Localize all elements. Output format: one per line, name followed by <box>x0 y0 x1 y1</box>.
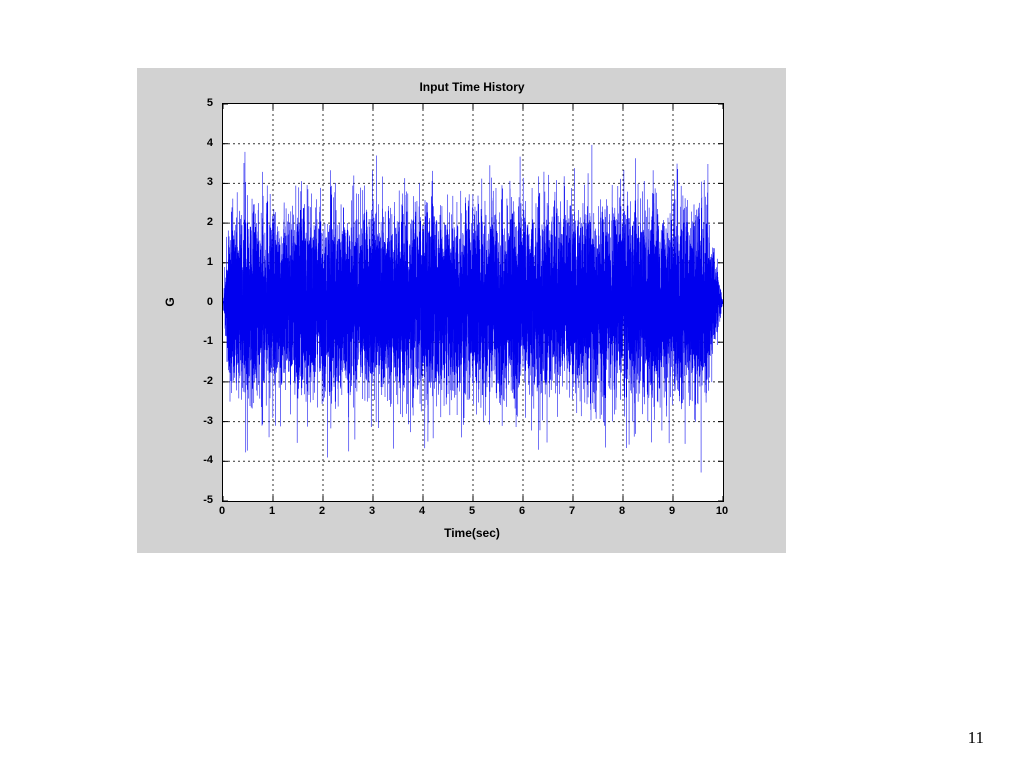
y-tick-label: -3 <box>203 414 213 427</box>
x-tick-label: 8 <box>618 505 626 517</box>
x-tick-label: 9 <box>668 505 676 517</box>
noise-trace <box>223 144 723 473</box>
y-tick-label: -2 <box>203 374 213 387</box>
x-tick-label: 1 <box>268 505 276 517</box>
y-tick-label: 4 <box>206 136 213 149</box>
x-tick-label: 2 <box>318 505 326 517</box>
y-tick-label: -1 <box>203 335 213 348</box>
y-tick-label: -5 <box>203 494 213 506</box>
x-tick-label: 5 <box>468 505 476 517</box>
x-tick-label: 10 <box>715 505 729 517</box>
x-tick-label: 6 <box>518 505 526 517</box>
x-axis-label: Time(sec) <box>444 526 500 540</box>
x-tick-label: 7 <box>568 505 576 517</box>
noise-waveform-svg <box>223 104 723 501</box>
x-tick-label: 0 <box>218 505 226 517</box>
x-tick-label: 4 <box>418 505 426 517</box>
plot-area <box>222 103 724 502</box>
y-tick-label: 3 <box>206 176 213 189</box>
y-tick-label: 0 <box>206 295 213 308</box>
y-tick-label: 1 <box>206 255 213 268</box>
chart-title: Input Time History <box>419 80 525 94</box>
x-tick-label: 3 <box>368 505 376 517</box>
page-number: 11 <box>967 728 984 747</box>
y-tick-label: 2 <box>206 216 213 229</box>
y-tick-label: 5 <box>206 97 213 109</box>
y-tick-label: -4 <box>203 454 213 467</box>
matlab-figure: Input Time History G 0 1 2 3 4 5 6 7 8 9 10 -5 -4 -3… <box>137 68 786 553</box>
